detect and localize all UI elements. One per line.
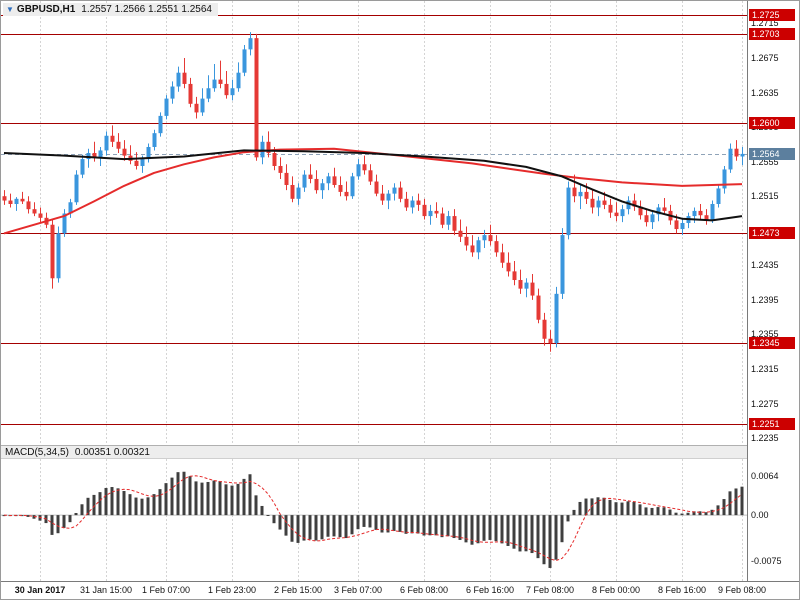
grid-layer (40, 1, 743, 445)
price-tick-label: 1.2395 (751, 294, 779, 305)
time-axis-label: 6 Feb 16:00 (465, 585, 515, 595)
price-tick-label: 1.2275 (751, 398, 779, 409)
time-axis-label: 9 Feb 08:00 (717, 585, 767, 595)
candles-layer (2, 32, 745, 352)
macd-indicator-header: MACD(5,34,5) 0.00351 0.00321 (1, 445, 747, 459)
price-chart-canvas[interactable] (1, 1, 747, 445)
price-tick-label: 1.2355 (751, 329, 779, 340)
level-price-badge: 1.2600 (749, 116, 795, 129)
time-axis[interactable]: 30 Jan 2017 31 Jan 15:00 1 Feb 07:00 1 Feb … (1, 581, 799, 599)
macd-signal-line (3, 475, 743, 562)
time-axis-label: 8 Feb 00:00 (591, 585, 641, 595)
ma-red-line (3, 147, 743, 235)
price-tick-label: 1.2555 (751, 156, 779, 167)
price-tick-label: 1.2715 (751, 18, 779, 29)
macd-indicator-label: MACD(5,34,5) (5, 447, 69, 458)
level-price-badge: 1.2725 (749, 8, 795, 21)
level-price-badge: 1.2473 (749, 226, 795, 239)
time-axis-label: 2 Feb 15:00 (273, 585, 323, 595)
ma-black-line (3, 149, 743, 222)
time-axis-label: 30 Jan 2017 (14, 585, 66, 595)
time-axis-label: 1 Feb 07:00 (141, 585, 191, 595)
time-axis-label: 7 Feb 08:00 (525, 585, 575, 595)
symbol-dropdown-icon[interactable]: ▼ (6, 5, 14, 14)
level-lines-layer (1, 15, 747, 425)
time-axis-label: 31 Jan 15:00 (79, 585, 133, 595)
current-price-badge: 1.2564 (749, 147, 795, 160)
price-tick-label: 1.2515 (751, 191, 779, 202)
macd-indicator-values: 0.00351 0.00321 (74, 447, 150, 458)
ohlc-values: 1.2557 1.2566 1.2551 1.2564 (81, 4, 212, 15)
price-tick-label: 1.2675 (751, 53, 779, 63)
price-tick-label: 1.2435 (751, 260, 779, 271)
price-tick-label: 1.2315 (751, 363, 779, 374)
time-axis-label: 6 Feb 08:00 (399, 585, 449, 595)
macd-tick-label: 0.0064 (751, 471, 779, 482)
time-axis-label: 8 Feb 16:00 (657, 585, 707, 595)
price-tick-label: 1.2635 (751, 87, 779, 98)
symbol-timeframe-label: GBPUSD,H1 (16, 4, 76, 15)
price-axis[interactable]: 1.27151.26751.26351.25951.25551.25151.24… (747, 1, 799, 581)
level-price-badge: 1.2251 (749, 418, 795, 431)
macd-tick-label: 0.00 (751, 510, 769, 521)
level-price-badge: 1.2345 (749, 337, 795, 350)
level-price-badge: 1.2703 (749, 27, 795, 40)
grid-layer (40, 459, 743, 581)
macd-histogram (2, 471, 744, 568)
macd-tick-label: -0.0075 (751, 555, 782, 566)
price-tick-label: 1.2235 (751, 433, 779, 444)
time-axis-label: 3 Feb 07:00 (333, 585, 383, 595)
chart-header: ▼ GBPUSD,H1 1.2557 1.2566 1.2551 1.2564 (3, 3, 218, 16)
macd-chart-canvas[interactable] (1, 459, 747, 581)
time-axis-label: 1 Feb 23:00 (207, 585, 257, 595)
